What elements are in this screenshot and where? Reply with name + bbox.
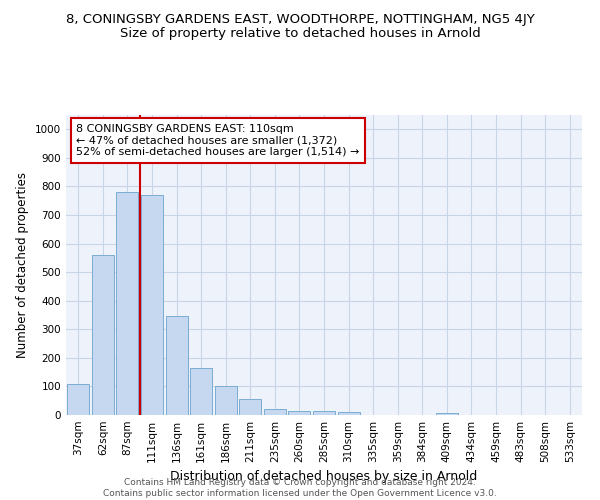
Bar — [116, 192, 139, 415]
Text: Contains HM Land Registry data © Crown copyright and database right 2024.
Contai: Contains HM Land Registry data © Crown c… — [103, 478, 497, 498]
Bar — [289, 410, 310, 415]
X-axis label: Distribution of detached houses by size in Arnold: Distribution of detached houses by size … — [170, 470, 478, 484]
Bar — [239, 400, 262, 415]
Bar — [436, 412, 458, 415]
Y-axis label: Number of detached properties: Number of detached properties — [16, 172, 29, 358]
Text: Size of property relative to detached houses in Arnold: Size of property relative to detached ho… — [119, 28, 481, 40]
Bar — [67, 384, 89, 415]
Bar — [313, 410, 335, 415]
Bar — [215, 386, 237, 415]
Bar — [92, 255, 114, 415]
Bar — [264, 410, 286, 415]
Bar — [190, 368, 212, 415]
Bar — [166, 316, 188, 415]
Text: 8 CONINGSBY GARDENS EAST: 110sqm
← 47% of detached houses are smaller (1,372)
52: 8 CONINGSBY GARDENS EAST: 110sqm ← 47% o… — [76, 124, 359, 157]
Bar — [141, 195, 163, 415]
Text: 8, CONINGSBY GARDENS EAST, WOODTHORPE, NOTTINGHAM, NG5 4JY: 8, CONINGSBY GARDENS EAST, WOODTHORPE, N… — [65, 12, 535, 26]
Bar — [338, 412, 359, 415]
